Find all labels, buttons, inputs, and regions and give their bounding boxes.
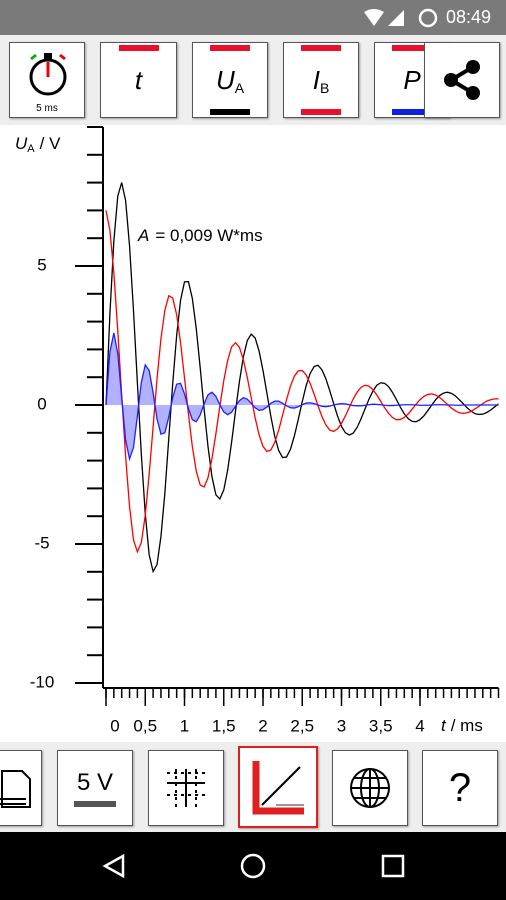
x-tick-label: 3,5 [369, 716, 393, 735]
button-symbol: IB [313, 65, 330, 96]
button-symbol: P [403, 64, 421, 95]
x-tick-label: 2 [258, 716, 267, 735]
status-bar: 08:49 [0, 0, 506, 35]
x-tick-label: 3 [337, 716, 346, 735]
share-icon [444, 60, 480, 100]
grid-icon [167, 769, 205, 807]
annotation-text: = 0,009 W*ms [155, 226, 262, 245]
axes-icon [252, 761, 304, 815]
bottom-toolbar: 5 V ? [0, 742, 506, 832]
unit: / ms [451, 716, 483, 735]
clock: 08:49 [446, 7, 492, 27]
symbol: U [15, 134, 28, 153]
range-button[interactable]: 5 V [57, 750, 133, 826]
stopwatch-icon [29, 53, 67, 96]
symbol: t [441, 716, 447, 735]
back-button[interactable] [102, 853, 125, 879]
y-axis-label: UA / V [15, 134, 61, 154]
recents-button[interactable] [381, 854, 405, 878]
timer-label: 5 ms [36, 103, 58, 114]
x-tick-label: 2,5 [290, 716, 314, 735]
x-tick-label: 0,5 [133, 716, 157, 735]
x-tick-label: 1,5 [212, 716, 236, 735]
web-button[interactable] [332, 750, 408, 826]
help-label: ? [448, 765, 472, 810]
range-bar [74, 801, 116, 807]
symbol: U [215, 64, 235, 95]
globe-icon [350, 768, 390, 808]
current-button[interactable]: IB [283, 42, 359, 118]
timer-button[interactable]: 5 ms [9, 42, 85, 118]
y-tick-label: -5 [34, 533, 49, 552]
help-button[interactable]: ? [422, 750, 498, 826]
home-button[interactable] [240, 853, 266, 879]
line [105, 210, 499, 554]
annotation: A = 0,009 W*ms [137, 226, 263, 245]
y-tick-label: 5 [37, 255, 46, 274]
button-symbol: t [134, 64, 143, 95]
voltage-button[interactable]: UA [192, 42, 268, 118]
x-tick-label: 0 [110, 716, 119, 735]
symbol: A [137, 226, 149, 245]
x-axis-label: t / ms [441, 716, 483, 735]
status-icons [364, 8, 438, 28]
subscript: A [27, 143, 35, 155]
button-symbol: UA [216, 65, 244, 96]
x-tick-label: 1 [180, 716, 189, 735]
line [105, 332, 499, 462]
file-icon [0, 770, 31, 808]
y-tick-label: -10 [30, 672, 55, 691]
toolbar: 5 ms t UA IB P [0, 35, 506, 125]
share-button[interactable] [424, 42, 500, 118]
x-tick-label: 4 [415, 716, 424, 735]
axes-button[interactable] [238, 746, 318, 828]
symbol: I [312, 64, 320, 95]
subscript: B [319, 79, 330, 96]
file-button[interactable] [0, 750, 42, 826]
range-label: 5 V [76, 769, 114, 796]
subscript: A [234, 79, 245, 96]
navigation-bar [0, 832, 506, 900]
unit: / V [40, 134, 61, 153]
grid-button[interactable] [148, 750, 224, 826]
y-tick-label: 0 [37, 394, 46, 413]
time-button[interactable]: t [100, 42, 177, 118]
